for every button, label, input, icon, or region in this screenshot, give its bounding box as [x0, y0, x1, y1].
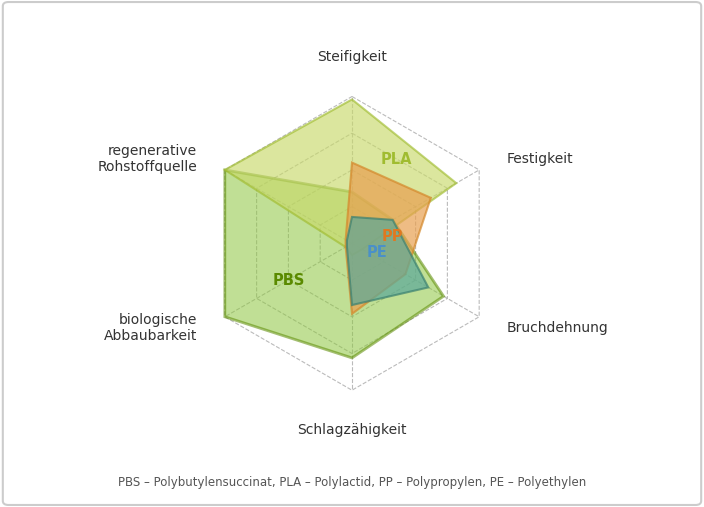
Text: Schlagzähigkeit: Schlagzähigkeit: [297, 422, 407, 437]
Text: regenerative
Rohstoffquelle: regenerative Rohstoffquelle: [97, 144, 197, 174]
Polygon shape: [225, 99, 456, 255]
Polygon shape: [225, 170, 444, 358]
Text: PLA: PLA: [381, 152, 413, 167]
Polygon shape: [347, 217, 428, 305]
Text: biologische
Abbaubarkeit: biologische Abbaubarkeit: [103, 313, 197, 343]
FancyBboxPatch shape: [3, 2, 701, 505]
Text: PE: PE: [367, 245, 387, 260]
Text: PBS – Polybutylensuccinat, PLA – Polylactid, PP – Polypropylen, PE – Polyethylen: PBS – Polybutylensuccinat, PLA – Polylac…: [118, 476, 586, 489]
Text: PP: PP: [382, 229, 403, 244]
Text: Festigkeit: Festigkeit: [507, 152, 574, 166]
Polygon shape: [346, 163, 431, 314]
Text: Steifigkeit: Steifigkeit: [317, 50, 387, 64]
Text: PBS: PBS: [272, 273, 305, 287]
Text: Bruchdehnung: Bruchdehnung: [507, 321, 609, 335]
